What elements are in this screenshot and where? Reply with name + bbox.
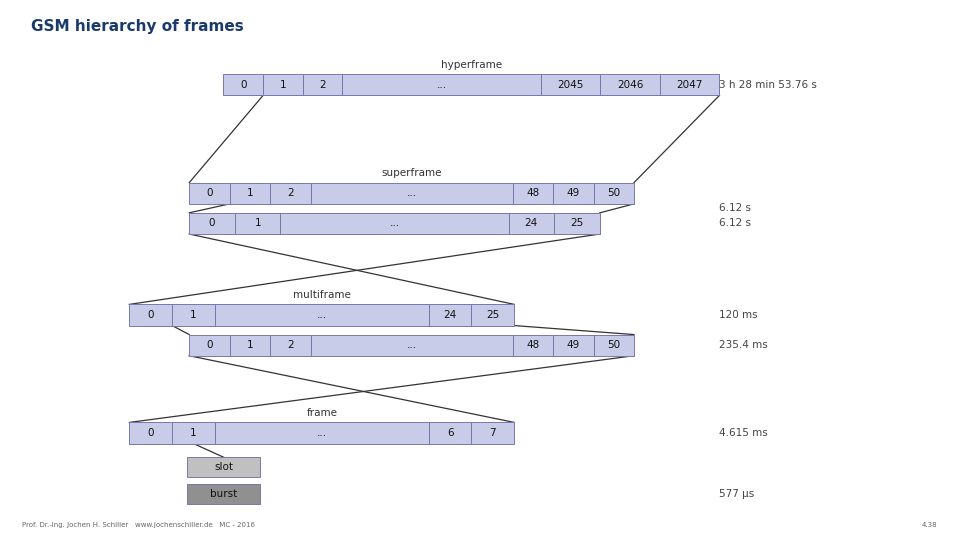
Bar [215, 305, 429, 326]
Text: 1: 1 [190, 428, 197, 438]
Text: 6.12 s: 6.12 s [719, 204, 752, 213]
Text: 0: 0 [148, 428, 154, 438]
Text: 0: 0 [206, 340, 213, 350]
Text: Prof. Dr.-Ing. Jochen H. Schiller   www.jochenschiller.de   MC - 2016: Prof. Dr.-Ing. Jochen H. Schiller www.jo… [22, 522, 255, 528]
Bar [660, 74, 719, 96]
Text: 4.615 ms: 4.615 ms [719, 428, 768, 438]
Text: 2045: 2045 [558, 80, 584, 90]
Text: 48: 48 [526, 340, 540, 350]
Bar [215, 422, 429, 443]
Bar [593, 335, 634, 356]
Text: 1: 1 [247, 340, 253, 350]
Text: 24: 24 [525, 219, 538, 228]
Text: 25: 25 [486, 310, 499, 320]
Text: 4.38: 4.38 [922, 522, 938, 528]
Text: ...: ... [317, 310, 326, 320]
Bar [553, 335, 593, 356]
Text: 7: 7 [490, 428, 496, 438]
Bar [229, 183, 270, 204]
Bar [509, 213, 554, 234]
Text: 49: 49 [566, 188, 580, 198]
Bar [593, 183, 634, 204]
Bar [471, 305, 515, 326]
Bar [513, 183, 553, 204]
Bar [310, 335, 513, 356]
Bar [270, 183, 310, 204]
Text: slot: slot [214, 462, 233, 472]
Text: ...: ... [406, 188, 417, 198]
Text: 120 ms: 120 ms [719, 310, 758, 320]
Text: 2046: 2046 [617, 80, 643, 90]
Text: 48: 48 [526, 188, 540, 198]
Bar [235, 213, 280, 234]
Bar [187, 484, 260, 504]
Text: 1: 1 [254, 219, 261, 228]
Bar [224, 74, 263, 96]
Bar [130, 305, 172, 326]
Bar [429, 422, 471, 443]
Bar [263, 74, 302, 96]
Bar [554, 213, 600, 234]
Bar [270, 335, 310, 356]
Text: 2: 2 [287, 340, 294, 350]
Text: 0: 0 [148, 310, 154, 320]
Text: 2047: 2047 [677, 80, 703, 90]
Bar [229, 335, 270, 356]
Bar [310, 183, 513, 204]
Bar [189, 213, 235, 234]
Text: 49: 49 [566, 340, 580, 350]
Text: 0: 0 [206, 188, 213, 198]
Text: GSM hierarchy of frames: GSM hierarchy of frames [31, 18, 244, 33]
Text: 1: 1 [190, 310, 197, 320]
Text: 577 μs: 577 μs [719, 489, 755, 499]
Text: 0: 0 [240, 80, 247, 90]
Text: 24: 24 [444, 310, 457, 320]
Text: 50: 50 [607, 340, 620, 350]
Bar [302, 74, 343, 96]
Text: 2: 2 [287, 188, 294, 198]
Text: superframe: superframe [381, 168, 442, 178]
Text: multiframe: multiframe [293, 290, 350, 300]
Text: 6: 6 [446, 428, 453, 438]
Bar [429, 305, 471, 326]
Bar [280, 213, 509, 234]
Text: ...: ... [317, 428, 326, 438]
Text: ...: ... [390, 219, 399, 228]
Text: frame: frame [306, 408, 337, 418]
Text: 2: 2 [320, 80, 326, 90]
Bar [189, 335, 229, 356]
Bar [343, 74, 540, 96]
Text: 50: 50 [607, 188, 620, 198]
Text: burst: burst [210, 489, 237, 499]
Bar [189, 183, 229, 204]
Bar [172, 422, 215, 443]
Bar [553, 183, 593, 204]
Bar [513, 335, 553, 356]
Text: 1: 1 [279, 80, 286, 90]
Text: 6.12 s: 6.12 s [719, 219, 752, 228]
Bar [187, 457, 260, 477]
Text: 3 h 28 min 53.76 s: 3 h 28 min 53.76 s [719, 80, 817, 90]
Bar [130, 422, 172, 443]
Text: 1: 1 [247, 188, 253, 198]
Text: 235.4 ms: 235.4 ms [719, 340, 768, 350]
Text: ...: ... [406, 340, 417, 350]
Bar [172, 305, 215, 326]
Text: ...: ... [437, 80, 446, 90]
Text: 25: 25 [570, 219, 584, 228]
Text: hyperframe: hyperframe [441, 60, 502, 70]
Text: 0: 0 [208, 219, 215, 228]
Bar [471, 422, 515, 443]
Bar [540, 74, 600, 96]
Bar [600, 74, 660, 96]
